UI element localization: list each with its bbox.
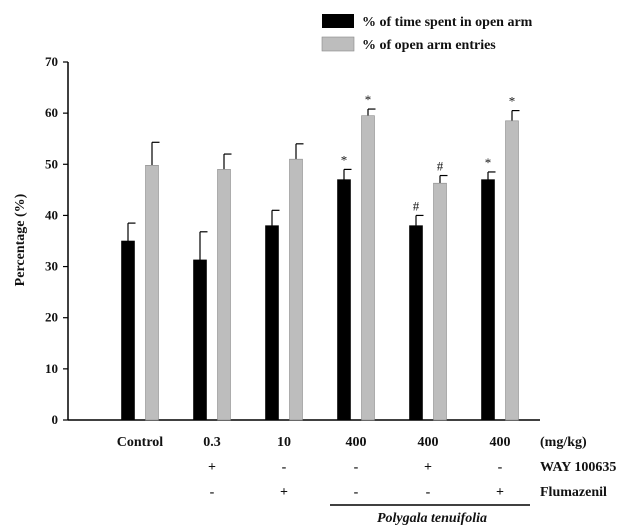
bar-open-arm-entries <box>505 120 519 421</box>
treatment-sign: + <box>208 460 216 475</box>
bar-open-arm-entries <box>289 158 303 421</box>
bar-time-open-arm <box>193 259 207 421</box>
x-category-label: Control <box>117 435 164 450</box>
treatment-sign: + <box>424 460 432 475</box>
legend-label-entries: % of open arm entries <box>362 38 496 53</box>
y-tick-label: 10 <box>45 361 58 376</box>
treatment-name: Flumazenil <box>540 485 607 500</box>
treatment-sign: - <box>426 485 431 500</box>
significance-star: * <box>341 152 348 167</box>
x-labels: Control 0.3 10 400 400 400 (mg/kg) <box>117 435 587 450</box>
legend: % of time spent in open arm % of open ar… <box>321 14 533 53</box>
y-tick-label: 30 <box>45 259 58 274</box>
significance-hash: # <box>413 198 420 213</box>
x-category-label: 400 <box>490 435 511 450</box>
legend-swatch-time <box>322 14 354 28</box>
y-tick-label: 40 <box>45 207 58 222</box>
bar-open-arm-entries <box>217 169 231 421</box>
legend-label-time: % of time spent in open arm <box>362 15 533 30</box>
bar-time-open-arm <box>409 225 423 421</box>
y-tick-label: 50 <box>45 156 58 171</box>
treatment-rows: + - - + - WAY 100635 - + - - + Flumazenil <box>208 460 616 500</box>
significance-star: * <box>509 94 516 109</box>
significance-star: * <box>365 92 372 107</box>
bar-time-open-arm <box>265 225 279 421</box>
bar-time-open-arm <box>337 179 351 421</box>
treatment-sign: - <box>282 460 287 475</box>
dose-unit-label: (mg/kg) <box>540 435 587 450</box>
bar-open-arm-entries <box>361 115 375 421</box>
bar-open-arm-entries <box>433 182 447 421</box>
y-tick-label: 20 <box>45 310 58 325</box>
significance-star: * <box>485 155 492 170</box>
treatment-sign: - <box>354 460 359 475</box>
treatment-sign: - <box>210 485 215 500</box>
bar-time-open-arm <box>481 179 495 421</box>
x-category-label: 400 <box>418 435 439 450</box>
y-tick-label: 0 <box>52 412 59 427</box>
y-axis-label: Percentage (%) <box>13 193 28 286</box>
group-label: Polygala tenuifolia <box>377 511 487 526</box>
bar-time-open-arm <box>121 240 135 421</box>
y-tick-label: 60 <box>45 105 58 120</box>
treatment-name: WAY 100635 <box>540 460 616 475</box>
bar-open-arm-entries <box>145 165 159 421</box>
significance-hash: # <box>437 159 444 174</box>
treatment-sign: - <box>354 485 359 500</box>
x-category-label: 400 <box>346 435 367 450</box>
treatment-sign: - <box>498 460 503 475</box>
treatment-sign: + <box>496 485 504 500</box>
legend-swatch-entries <box>321 36 355 52</box>
y-tick-label: 70 <box>45 54 58 69</box>
treatment-sign: + <box>280 485 288 500</box>
x-category-label: 10 <box>277 435 291 450</box>
x-category-label: 0.3 <box>203 435 221 450</box>
bars: * # * * # * <box>121 92 520 421</box>
